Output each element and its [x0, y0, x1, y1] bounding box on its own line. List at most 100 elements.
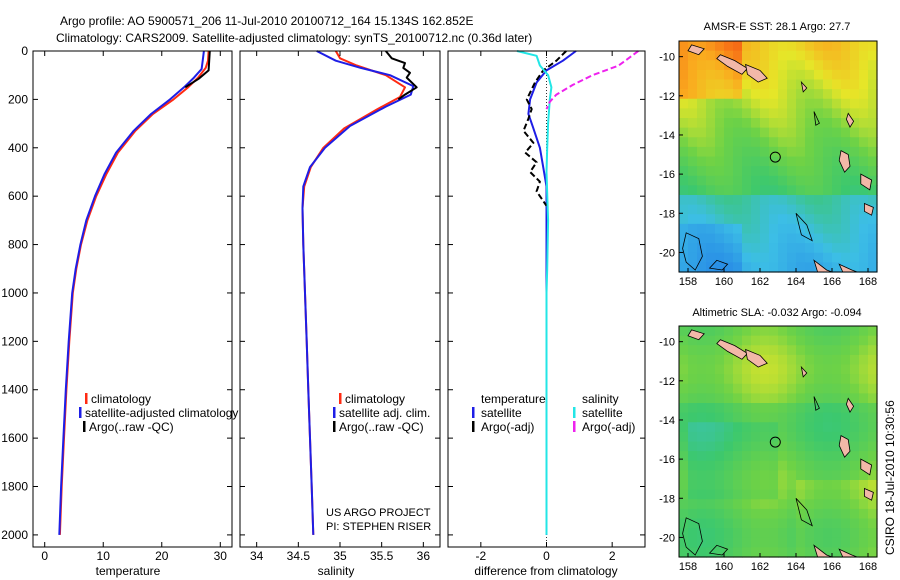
map-1-cell-6-18 — [841, 383, 851, 394]
map-1-cell-5-11 — [778, 374, 788, 385]
map-1-cell-6-1 — [688, 383, 698, 394]
map-0-cell-6-4 — [715, 98, 725, 109]
map-1-cell-17-12 — [787, 489, 797, 500]
map-1-cell-13-9 — [760, 451, 770, 462]
map-1-cell-1-7 — [742, 335, 752, 346]
map-1-cell-5-9 — [760, 374, 770, 385]
temperature-legend: climatology satellite-adjusted climatolo… — [79, 392, 238, 434]
map-1-cell-0-7 — [742, 326, 752, 337]
map-0-cell-11-13 — [796, 146, 806, 158]
map-1-cell-18-10 — [769, 499, 779, 510]
map-1-cell-14-2 — [697, 460, 707, 471]
map-0-cell-9-6 — [733, 127, 743, 138]
map-1-cell-5-4 — [715, 374, 725, 385]
map-1-cell-5-17 — [832, 374, 842, 385]
map-1-cell-15-2 — [697, 470, 707, 481]
map-1-cell-20-14 — [805, 518, 815, 529]
difference-series-0 — [527, 50, 577, 535]
map-0-cell-10-4 — [715, 137, 725, 148]
map-0-cell-18-6 — [733, 214, 743, 225]
map-1-cell-12-2 — [697, 441, 707, 452]
map-0-cell-8-16 — [823, 118, 833, 129]
map-0-cell-7-0 — [679, 108, 689, 119]
map-0-cell-18-1 — [688, 214, 698, 225]
map-1-cell-1-3 — [706, 335, 716, 346]
map-1-cell-22-17 — [832, 537, 842, 548]
map-0-cell-6-18 — [841, 98, 851, 109]
sla-map-title: Altimetric SLA: -0.032 Argo: -0.094 — [692, 307, 861, 319]
map-0-cell-0-5 — [724, 41, 734, 52]
map-0-cell-10-11 — [778, 137, 788, 148]
map-0-cell-22-0 — [679, 252, 689, 263]
map-1-cell-8-12 — [787, 403, 797, 414]
map-0-cell-4-0 — [679, 79, 689, 90]
map-1-cell-6-9 — [760, 383, 770, 394]
map-0-cell-20-12 — [787, 233, 797, 244]
map-0-cell-21-21 — [868, 243, 878, 254]
map-0-cell-16-1 — [688, 195, 698, 206]
map-0-cell-23-10 — [769, 262, 779, 273]
map-1-cell-18-19 — [850, 499, 860, 510]
map-0-cell-14-15 — [814, 175, 824, 186]
map-1-cell-16-6 — [733, 480, 743, 491]
map-1-cell-22-21 — [868, 537, 878, 548]
map-0-cell-15-21 — [868, 185, 878, 196]
map-1-island-1 — [745, 348, 768, 368]
sst_map-xtick-label-0: 158 — [679, 276, 697, 288]
map-1-cell-8-18 — [841, 403, 851, 414]
map-0-cell-1-21 — [868, 50, 878, 61]
map-0-cell-15-3 — [706, 185, 716, 196]
map-1-cell-6-20 — [859, 383, 869, 394]
map-0-cell-1-11 — [778, 50, 788, 61]
map-1-cell-3-11 — [778, 354, 788, 366]
legend-temp-satellite-swatch — [472, 407, 475, 418]
map-1-cell-10-13 — [796, 422, 806, 433]
map-0-cell-13-4 — [715, 166, 725, 177]
map-0-cell-20-21 — [868, 233, 878, 244]
map-1-cell-22-9 — [760, 537, 770, 548]
map-0-cell-15-19 — [850, 185, 860, 196]
map-0-cell-18-2 — [697, 214, 707, 225]
map-0-cell-4-7 — [742, 79, 752, 90]
temperature-series-layer — [58, 50, 211, 535]
map-1-cell-0-12 — [787, 326, 797, 337]
map-0-cell-10-10 — [769, 137, 779, 148]
map-1-cell-12-17 — [832, 441, 842, 452]
map-1-cell-10-14 — [805, 422, 815, 433]
map-0-cell-3-12 — [787, 69, 797, 81]
map-0-cell-9-17 — [832, 127, 842, 138]
map-1-cell-19-11 — [778, 508, 788, 520]
map-1-cell-15-9 — [760, 470, 770, 481]
map-1-cell-17-16 — [823, 489, 833, 500]
map-1-cell-23-16 — [823, 547, 833, 558]
map-1-cell-2-20 — [859, 345, 869, 356]
map-0-cell-0-20 — [859, 41, 869, 52]
map-1-cell-4-20 — [859, 364, 869, 375]
map-0-cell-10-12 — [787, 137, 797, 148]
map-0-cell-17-4 — [715, 204, 725, 215]
map-1-cell-7-5 — [724, 393, 734, 404]
map-1-island-5 — [845, 397, 855, 413]
map-1-cell-19-3 — [706, 508, 716, 520]
map-1-cell-22-15 — [814, 537, 824, 548]
map-0-cell-11-17 — [832, 146, 842, 158]
map-1-cell-20-6 — [733, 518, 743, 529]
map-0-cell-15-4 — [715, 185, 725, 196]
map-0-cell-14-7 — [742, 175, 752, 186]
temperature-xtick-label-3: 30 — [214, 549, 228, 563]
map-0-cell-20-18 — [841, 233, 851, 244]
map-1-cell-15-18 — [841, 470, 851, 481]
map-1-cell-21-13 — [796, 528, 806, 539]
map-1-cell-16-16 — [823, 480, 833, 491]
map-1-cell-23-14 — [805, 547, 815, 558]
map-0-cell-8-17 — [832, 118, 842, 129]
map-1-cell-20-9 — [760, 518, 770, 529]
map-1-cell-17-15 — [814, 489, 824, 500]
map-1-cell-11-12 — [787, 431, 797, 443]
map-1-cell-18-5 — [724, 499, 734, 510]
map-0-cell-4-6 — [733, 79, 743, 90]
map-0-cell-4-15 — [814, 79, 824, 90]
map-1-cell-7-3 — [706, 393, 716, 404]
map-1-cell-17-6 — [733, 489, 743, 500]
difference-series-3 — [545, 50, 639, 110]
